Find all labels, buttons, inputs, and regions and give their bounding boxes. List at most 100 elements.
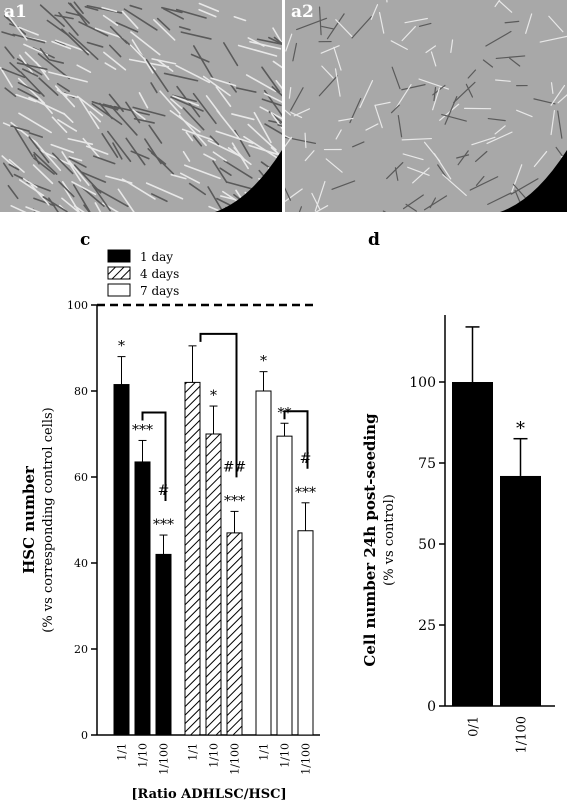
- cell-streak: [325, 158, 343, 173]
- cell-streak: [331, 180, 356, 190]
- cell-streak: [404, 17, 428, 24]
- cell-streak: [419, 22, 432, 27]
- cell-streak: [212, 160, 228, 184]
- cell-streak: [351, 141, 365, 148]
- cell-streak: [8, 163, 20, 171]
- cell-streak: [178, 26, 191, 31]
- cell-streak: [207, 186, 224, 212]
- y-axis-sublabel: (% vs control): [382, 494, 397, 586]
- cell-streak: [138, 92, 149, 109]
- cell-streak: [92, 155, 116, 165]
- micrograph-a1: a1: [0, 0, 282, 212]
- y-tick-label: 40: [74, 557, 88, 570]
- cell-streak: [210, 77, 237, 87]
- cell-streak: [374, 104, 383, 129]
- x-tick-label: 1/10: [137, 743, 150, 768]
- cell-streak: [39, 4, 65, 28]
- cell-streak: [504, 20, 520, 24]
- cell-streak: [50, 143, 74, 154]
- cell-streak: [172, 95, 200, 107]
- cell-streak: [220, 195, 236, 201]
- micrograph-a2: a2: [285, 0, 567, 212]
- cell-streak: [109, 26, 128, 44]
- cell-streak: [82, 137, 101, 159]
- cell-streak: [48, 58, 65, 64]
- cell-streak: [407, 166, 430, 176]
- cell-streak: [475, 150, 488, 163]
- legend-label-0: 1 day: [140, 250, 173, 264]
- cell-streak: [38, 77, 59, 96]
- cell-streak: [18, 112, 52, 134]
- cell-streak: [172, 94, 197, 103]
- cell-streak: [378, 12, 385, 34]
- cell-streak: [57, 119, 78, 132]
- cell-streak: [17, 88, 39, 100]
- cell-streak: [450, 39, 454, 53]
- cell-streak: [76, 95, 104, 117]
- cell-streak: [123, 8, 158, 31]
- cell-streak: [285, 136, 292, 148]
- cell-streak: [249, 40, 282, 50]
- cell-streak: [370, 4, 379, 20]
- cell-streak: [550, 84, 566, 106]
- significance-label: ***: [295, 485, 316, 501]
- cell-streak: [1, 67, 26, 79]
- x-tick-label: 0/1: [467, 716, 482, 737]
- cell-streak: [272, 27, 282, 44]
- cell-streak: [33, 197, 56, 207]
- cell-streak: [151, 58, 177, 65]
- cell-streak: [439, 103, 460, 121]
- cell-streak: [233, 146, 246, 161]
- cell-streak: [0, 66, 13, 88]
- x-tick-label: 1/10: [208, 743, 221, 768]
- cell-streak: [48, 71, 88, 83]
- cell-streak: [207, 139, 241, 157]
- cell-streak: [153, 18, 176, 41]
- cell-streak: [298, 206, 302, 212]
- cell-streak: [17, 81, 41, 95]
- cell-streak: [318, 75, 339, 97]
- cell-streak: [170, 98, 183, 110]
- cell-streak: [159, 90, 181, 115]
- cell-streak: [67, 137, 94, 145]
- cell-streak: [557, 94, 567, 104]
- cell-streak: [78, 97, 100, 130]
- cell-streak: [4, 46, 15, 59]
- cell-streak: [94, 202, 102, 212]
- cell-streak: [121, 10, 139, 29]
- x-tick-label: 1/100: [515, 716, 530, 753]
- cell-streak: [401, 25, 416, 42]
- x-tick-label: 1/1: [187, 743, 200, 761]
- cell-streak: [80, 185, 105, 207]
- cell-streak: [548, 15, 564, 33]
- vignette-corner: [215, 150, 282, 212]
- y-tick-label: 25: [418, 618, 436, 634]
- cell-streak: [17, 77, 46, 105]
- bracket-label: #: [300, 451, 312, 467]
- cell-streak: [101, 132, 119, 158]
- cell-streak: [270, 146, 282, 158]
- x-tick-label: 1/100: [300, 743, 313, 775]
- cell-streak: [51, 152, 74, 175]
- cell-streak: [61, 28, 89, 56]
- cell-streak: [65, 11, 81, 17]
- significance-label: *: [118, 339, 125, 355]
- cell-streak: [495, 79, 511, 82]
- cell-streak: [202, 75, 231, 97]
- cell-streak: [132, 106, 166, 117]
- cell-streak: [215, 86, 232, 108]
- cell-streak: [539, 35, 567, 43]
- cell-streak: [161, 6, 183, 14]
- cell-streak: [471, 136, 496, 146]
- cell-streak: [15, 93, 37, 103]
- cell-streak: [22, 68, 39, 77]
- cell-streak: [68, 157, 87, 168]
- significance-label: ***: [153, 517, 174, 533]
- cell-streak: [494, 125, 506, 135]
- cell-streak: [89, 110, 102, 123]
- cell-streak: [61, 151, 82, 182]
- cell-streak: [16, 62, 48, 71]
- cell-streak: [290, 87, 304, 111]
- cell-streak: [219, 167, 232, 176]
